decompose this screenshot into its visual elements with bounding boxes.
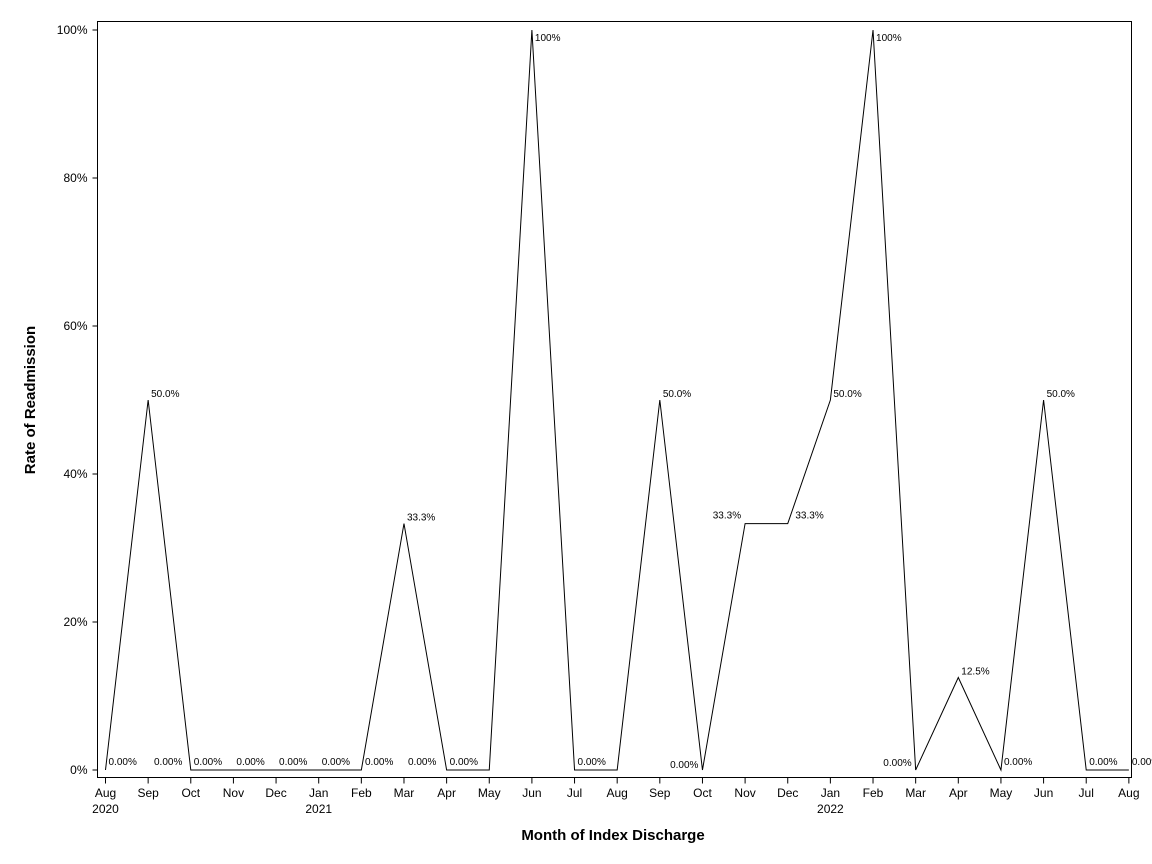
x-tick-label: Mar [905, 786, 926, 800]
x-tick-label: Jan [821, 786, 840, 800]
x-tick-label: Sep [137, 786, 159, 800]
x-tick-label: Feb [863, 786, 884, 800]
y-axis-title: Rate of Readmission [22, 326, 39, 474]
x-tick-label: May [478, 786, 501, 800]
y-tick-label: 0% [70, 763, 88, 777]
data-label: 0.00% [194, 757, 222, 768]
x-axis-title: Month of Index Discharge [521, 827, 704, 844]
x-tick-label: May [990, 786, 1013, 800]
y-axis: 0% 20% 40% 60% 80% 100% [57, 23, 98, 777]
data-label: 0.00% [883, 758, 911, 769]
x-tick-label: Jun [1034, 786, 1053, 800]
x-tick-label: Jul [567, 786, 582, 800]
x-tick-label: Jan [309, 786, 328, 800]
data-labels: 0.00% 50.0% 0.00% 0.00% 0.00% 0.00% 33.3% 0.00%… [109, 33, 1152, 771]
data-label: 0.00% [365, 757, 393, 768]
x-tick-label: Mar [394, 786, 415, 800]
y-tick-label: 20% [63, 615, 87, 629]
data-label: 33.3% [407, 513, 435, 524]
x-tick-label: Feb [351, 786, 372, 800]
data-label: 33.3% [795, 511, 823, 522]
data-label: 0.00% [1132, 757, 1152, 768]
data-label: 0.00% [236, 757, 264, 768]
x-tick-label: Sep [649, 786, 671, 800]
x-tick-label: Aug [95, 786, 116, 800]
y-tick-label: 100% [57, 23, 88, 37]
data-label: 0.00% [322, 757, 350, 768]
data-label: 0.00% [670, 760, 698, 771]
data-label: 0.00% [1089, 757, 1117, 768]
data-label: 50.0% [151, 389, 179, 400]
y-tick-label: 40% [63, 467, 87, 481]
x-tick-label: Jul [1079, 786, 1094, 800]
x-tick-label: Aug [607, 786, 628, 800]
x-tick-label: Jun [522, 786, 541, 800]
plot-frame [97, 21, 1132, 778]
y-tick-label: 60% [63, 319, 87, 333]
x-year-label: 2020 [92, 802, 119, 816]
data-label: 0.00% [408, 757, 436, 768]
data-label: 50.0% [1047, 389, 1075, 400]
x-tick-label: Aug [1118, 786, 1139, 800]
x-tick-label: Dec [777, 786, 798, 800]
data-label: 0.00% [578, 757, 606, 768]
data-label: 100% [535, 33, 561, 44]
x-tick-label: Oct [181, 786, 200, 800]
x-year-label: 2022 [817, 802, 844, 816]
x-year-label: 2021 [305, 802, 332, 816]
x-tick-label: Nov [223, 786, 244, 800]
data-label: 33.3% [713, 511, 741, 522]
data-label: 100% [876, 33, 902, 44]
y-tick-label: 80% [63, 171, 87, 185]
x-tick-label: Apr [949, 786, 968, 800]
data-label: 0.00% [450, 757, 478, 768]
data-label: 0.00% [279, 757, 307, 768]
data-label: 12.5% [961, 667, 989, 678]
data-label: 50.0% [663, 389, 691, 400]
data-label: 50.0% [833, 389, 861, 400]
x-tick-label: Nov [734, 786, 755, 800]
data-label: 0.00% [109, 757, 137, 768]
x-tick-label: Apr [437, 786, 456, 800]
data-label: 0.00% [154, 757, 182, 768]
data-label: 0.00% [1004, 757, 1032, 768]
series-line [105, 29, 1129, 772]
x-axis: Aug 2020 Sep Oct Nov Dec Jan 2021 Feb Mar Apr May Ju… [92, 777, 1140, 816]
x-tick-label: Oct [693, 786, 712, 800]
x-tick-label: Dec [265, 786, 286, 800]
